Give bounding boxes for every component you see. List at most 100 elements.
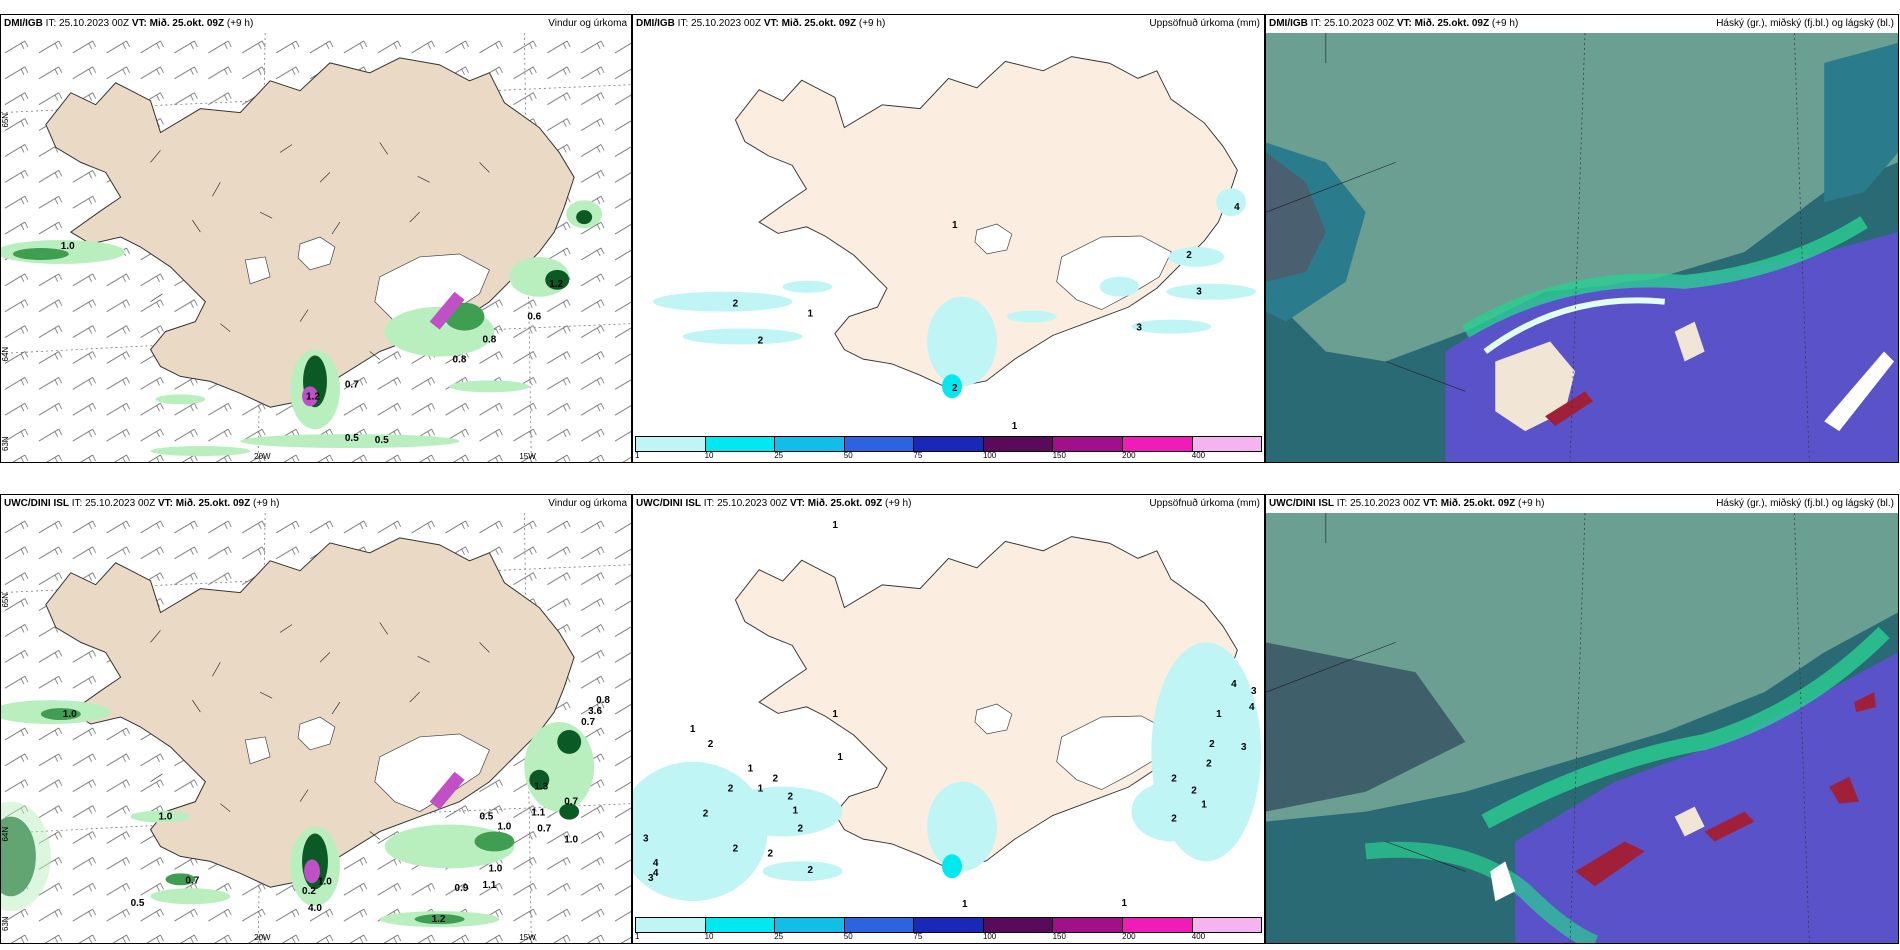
panel-title: Háský (gr.), miðský (fj.bl.) og lágský (… [1716, 18, 1894, 29]
lon-label: 20W [254, 452, 271, 461]
map-area [1266, 33, 1898, 462]
wind-value-label: 3.6 [588, 706, 602, 717]
panel-title: Uppsöfnuð úrkoma (mm) [1149, 18, 1260, 29]
model-name: DMI/IGB [636, 18, 675, 29]
wind-value-label: 1.0 [564, 834, 578, 845]
precip-value-label: 4 [653, 868, 659, 879]
precip-value-label: 2 [788, 792, 794, 803]
lat-label: 64N [1, 827, 10, 842]
init-time: IT: 25.10.2023 00Z [45, 18, 130, 29]
cloud-map [1266, 513, 1898, 943]
map-area: 4 2 3 2 3 2 1 2 1 1 [633, 33, 1264, 434]
precip-value-label: 1 [1216, 709, 1222, 720]
colorbar-swatch [1053, 437, 1123, 451]
iceland-land [734, 536, 1238, 869]
precip-value-label: 3 [648, 873, 654, 884]
model-name: UWC/DINI ISL [1269, 498, 1334, 509]
precip-value-label: 3 [1136, 323, 1142, 334]
precip-value-label: 3 [643, 833, 649, 844]
precip-value-label: 1 [748, 764, 754, 775]
wind-value-label: 0.5 [345, 433, 359, 444]
wind-value-label: 0.7 [345, 379, 359, 390]
colorbar-label: 400 [1191, 932, 1206, 941]
precip-value-label: 2 [797, 823, 803, 834]
colorbar-swatch [1192, 437, 1262, 451]
precip-value-label: 1 [792, 806, 798, 817]
precip-value-label: 1 [1012, 421, 1018, 432]
wind-value-label: 0.8 [453, 354, 467, 365]
wind-value-label: 0.7 [564, 797, 578, 808]
precip-value-label: 2 [952, 383, 958, 394]
init-time: IT: 25.10.2023 00Z [703, 498, 788, 509]
precip-value-label: 1 [832, 520, 838, 531]
cloud-cover-panel-row1: DMI/IGB IT: 25.10.2023 00Z VT: Mið. 25.o… [1265, 14, 1899, 463]
colorbar-label: 50 [843, 932, 853, 941]
colorbar-label: 150 [1052, 932, 1066, 941]
precip-value-label: 2 [703, 808, 709, 819]
wind-value-label: 1.3 [534, 782, 548, 793]
panel-header: DMI/IGB IT: 25.10.2023 00Z VT: Mið. 25.o… [633, 15, 1264, 33]
panel-header: UWC/DINI ISL IT: 25.10.2023 00Z VT: Mið.… [1, 495, 631, 513]
wind-value-label: 1.2 [306, 391, 320, 402]
wind-value-label: 0.2 [302, 886, 316, 897]
lon-label: 15W [519, 933, 536, 942]
panel-header: DMI/IGB IT: 25.10.2023 00Z VT: Mið. 25.o… [1, 15, 631, 33]
precip-value-label: 4 [1234, 202, 1240, 213]
wind-value-label: 0.8 [482, 335, 496, 346]
accumulated-precip-panel-row1: DMI/IGB IT: 25.10.2023 00Z VT: Mið. 25.o… [632, 14, 1265, 463]
precip-value-label: 2 [807, 865, 813, 876]
iceland-land [734, 56, 1238, 389]
wind-value-label: 1.2 [549, 279, 563, 290]
cloud-cover-panel-row2: UWC/DINI ISL IT: 25.10.2023 00Z VT: Mið.… [1265, 494, 1899, 944]
wind-precip-panel-row2: UWC/DINI ISL IT: 25.10.2023 00Z VT: Mið.… [0, 494, 632, 944]
colorbar-label: 75 [913, 932, 923, 941]
map-area: 1.0 0.7 1.2 0.5 0.5 0.8 0.8 0.6 1.2 65N … [1, 33, 631, 462]
colorbar-swatch [914, 918, 984, 932]
lat-label: 64N [1, 347, 10, 362]
colorbar-swatch [705, 437, 776, 451]
colorbar-swatch [636, 918, 706, 932]
precip-value-label: 4 [1231, 679, 1237, 690]
precip-map: 4 2 3 2 3 2 1 2 1 1 [633, 33, 1264, 434]
lat-label: 63N [1, 916, 10, 931]
precip-value-label: 1 [962, 899, 968, 910]
model-name: DMI/IGB [1269, 18, 1308, 29]
colorbar-label: 100 [982, 451, 997, 460]
wind-map: 1.0 1.0 0.7 0.5 1.0 0.2 4.0 1.2 0.9 1.1 … [1, 513, 631, 943]
wind-value-label: 1.0 [488, 863, 502, 874]
precip-value-label: 1 [952, 220, 958, 231]
precip-value-label: 1 [1201, 800, 1207, 811]
precip-value-label: 4 [1249, 702, 1255, 713]
wind-value-label: 0.5 [479, 812, 493, 823]
wind-map: 1.0 0.7 1.2 0.5 0.5 0.8 0.8 0.6 1.2 65N … [1, 33, 631, 462]
init-time: IT: 25.10.2023 00Z [677, 18, 762, 29]
lead-time: (+9 h) [858, 18, 886, 29]
panel-header: DMI/IGB IT: 25.10.2023 00Z VT: Mið. 25.o… [1266, 15, 1898, 33]
colorbar-swatch [844, 437, 915, 451]
model-name: UWC/DINI ISL [636, 498, 701, 509]
valid-time: VT: Mið. 25.okt. 09Z [157, 498, 251, 509]
precip-value-label: 2 [1209, 739, 1215, 750]
precip-value-label: 1 [837, 752, 843, 763]
colorbar-swatch [983, 918, 1054, 932]
colorbar-label: 10 [704, 932, 714, 941]
precip-colorbar: 1 10 25 50 75 100 150 200 400 [633, 915, 1264, 943]
colorbar-label: 1 [635, 932, 640, 941]
wind-value-label: 0.8 [596, 695, 610, 706]
precip-value-label: 2 [758, 335, 764, 346]
wind-precip-panel-row1: DMI/IGB IT: 25.10.2023 00Z VT: Mið. 25.o… [0, 14, 632, 463]
precip-value-label: 2 [728, 784, 734, 795]
precip-value-label: 3 [1241, 742, 1247, 753]
colorbar-swatch [775, 437, 845, 451]
panel-title: Uppsöfnuð úrkoma (mm) [1149, 498, 1260, 509]
precip-value-label: 2 [708, 739, 714, 750]
precip-value-label: 1 [807, 309, 813, 320]
colorbar-swatch [983, 437, 1054, 451]
wind-value-label: 1.0 [318, 876, 332, 887]
lat-label: 63N [1, 436, 10, 451]
colorbar-swatch [1053, 918, 1123, 932]
map-area [1266, 513, 1898, 943]
precip-value-label: 1 [690, 724, 696, 735]
colorbar-label: 200 [1122, 932, 1136, 941]
colorbar-swatch [1122, 918, 1193, 932]
